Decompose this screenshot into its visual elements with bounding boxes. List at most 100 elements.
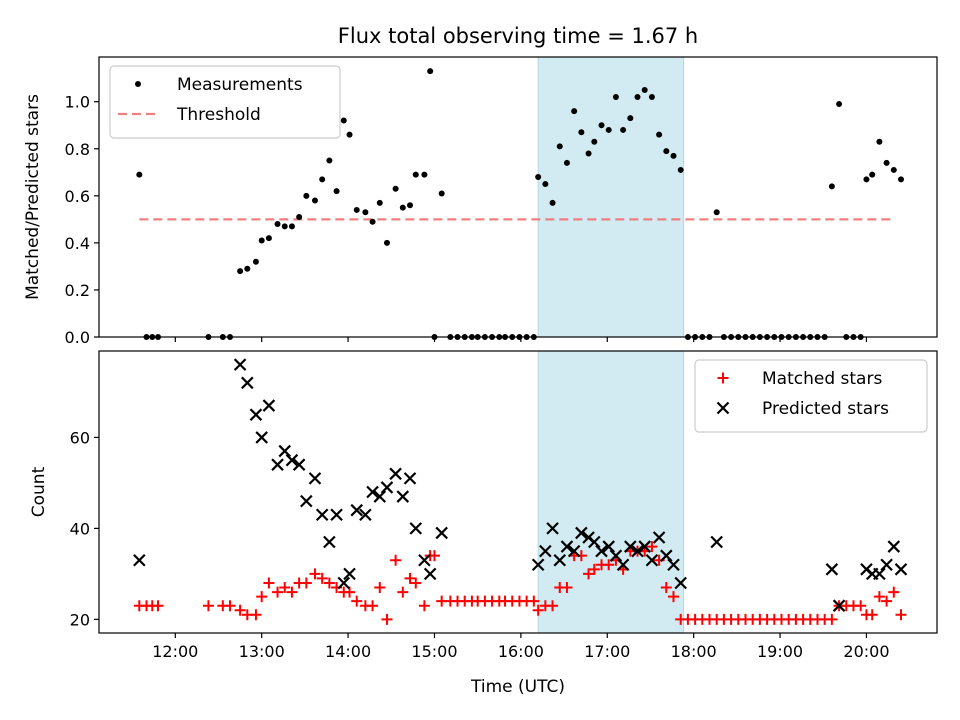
measurement-point [340, 117, 347, 124]
predicted-star-point [255, 431, 268, 444]
predicted-star-point [880, 558, 893, 572]
predicted-star-point [575, 526, 588, 540]
legend-x-icon [716, 401, 730, 415]
predicted-star-point [660, 549, 673, 562]
measurement-point [274, 221, 281, 228]
bottom-ytick-label: 20 [70, 610, 90, 629]
predicted-star-point [133, 553, 146, 567]
xtick-label: 20:00 [843, 642, 889, 661]
measurement-point [634, 94, 641, 100]
measurement-point [136, 171, 143, 178]
predicted-star-point [435, 526, 448, 540]
top-ytick-label: 0.8 [65, 140, 90, 159]
top-ytick-label: 0.4 [65, 234, 90, 253]
matched-star-point [532, 604, 544, 616]
xtick-label: 12:00 [152, 642, 198, 661]
measurement-point [863, 176, 870, 183]
measurement-point [542, 181, 549, 188]
measurement-point [598, 122, 605, 129]
legend-plus-icon [717, 372, 729, 384]
matched-star-point [381, 613, 393, 625]
measurement-point [252, 258, 259, 265]
measurement-point [605, 126, 612, 133]
top-legend-label: Threshold [176, 105, 261, 125]
measurement-point [311, 197, 318, 204]
top-ylabel: Matched/Predicted stars [23, 94, 43, 300]
predicted-star-point [674, 576, 687, 590]
predicted-star-point [546, 522, 559, 535]
xtick-label: 15:00 [411, 642, 457, 661]
predicted-star-point [350, 503, 364, 517]
top-legend-box [109, 65, 341, 139]
measurement-point [535, 174, 542, 180]
xtick-label: 16:00 [498, 642, 544, 661]
matched-star-point [309, 568, 321, 580]
predicted-star-point [262, 399, 276, 412]
matched-star-point [344, 586, 356, 598]
predicted-star-point [389, 467, 402, 481]
bottom-legend-label: Matched stars [762, 369, 882, 389]
predicted-star-point [423, 567, 437, 581]
matched-star-point [272, 586, 284, 598]
matched-star-point [316, 572, 328, 584]
matched-star-point [646, 541, 658, 553]
predicted-star-point [308, 472, 322, 485]
measurement-point [427, 68, 434, 75]
predicted-star-point [588, 535, 601, 549]
predicted-star-point [249, 408, 263, 421]
measurement-point [578, 129, 585, 136]
predicted-star-point [652, 531, 666, 544]
top-axes-frame [98, 56, 938, 338]
measurement-point [556, 143, 563, 150]
measurement-point [281, 223, 288, 230]
measurement-point [585, 150, 592, 157]
matched-star-point [888, 586, 900, 598]
matched-star-point [410, 577, 422, 589]
predicted-star-point [396, 490, 410, 503]
measurement-point [571, 108, 578, 115]
predicted-star-point [278, 444, 292, 458]
matched-star-point [224, 600, 236, 612]
chart-title: Flux total observing time = 1.67 h [338, 24, 698, 48]
matched-star-point [202, 600, 214, 612]
matched-star-point [390, 554, 402, 566]
predicted-star-point [560, 540, 574, 553]
predicted-star-point [380, 481, 394, 494]
measurement-point [244, 265, 251, 272]
predicted-star-point [553, 553, 567, 567]
predicted-star-point [271, 458, 284, 471]
matched-star-point [528, 595, 540, 607]
measurement-point [333, 188, 340, 195]
xtick-label: 19:00 [757, 642, 803, 661]
xtick-label: 13:00 [239, 642, 285, 661]
measurement-point [713, 209, 720, 216]
bottom-legend: Matched stars Predicted stars [694, 359, 928, 433]
measurement-point [326, 157, 333, 164]
predicted-star-point [330, 508, 343, 522]
matched-star-point [397, 586, 409, 598]
predicted-star-point [667, 558, 680, 572]
matched-star-point [404, 572, 416, 584]
matched-star-point [660, 582, 672, 594]
bottom-series-predicted-stars [133, 358, 908, 612]
bottom-legend-box [694, 359, 928, 433]
predicted-star-point [285, 453, 299, 467]
xtick-label: 17:00 [584, 642, 630, 661]
measurement-point [663, 148, 670, 155]
measurement-point [620, 126, 627, 133]
measurement-point [237, 268, 244, 275]
matched-star-point [256, 591, 268, 603]
measurement-point [383, 239, 390, 246]
legend-dot-icon [135, 81, 141, 87]
measurement-point [656, 131, 663, 138]
predicted-star-point [887, 540, 901, 553]
predicted-star-point [595, 544, 608, 558]
measurement-point [376, 199, 383, 206]
measurement-point [421, 171, 428, 178]
measurement-point [876, 138, 883, 145]
predicted-star-point [373, 490, 387, 503]
predicted-star-point [616, 558, 630, 572]
measurement-point [438, 190, 445, 197]
top-ytick-label: 0.2 [65, 281, 90, 300]
matched-star-point [428, 550, 440, 562]
